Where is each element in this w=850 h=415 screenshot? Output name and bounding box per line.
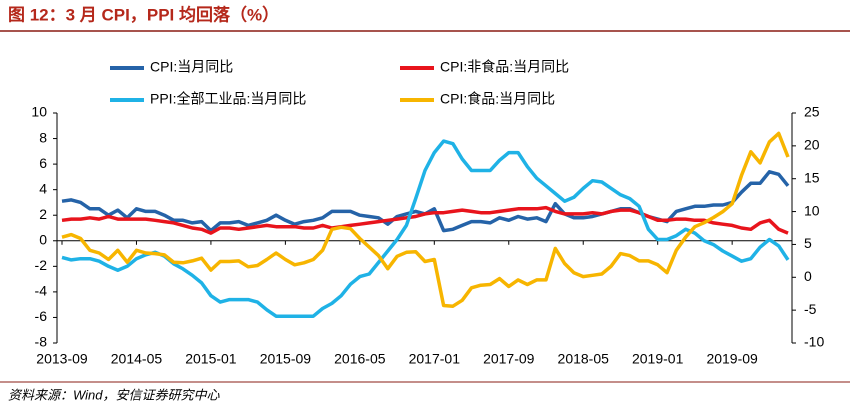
y2-tick-label: 15 bbox=[804, 169, 820, 185]
y2-tick-label: -10 bbox=[804, 334, 824, 350]
series-line bbox=[61, 139, 790, 318]
x-tick-label: 2014-05 bbox=[111, 351, 163, 367]
y-tick-label: 2 bbox=[39, 206, 47, 222]
x-tick-label: 2016-05 bbox=[334, 351, 386, 367]
legend-label: PPI:全部工业品:当月同比 bbox=[150, 91, 306, 107]
y-tick-label: 4 bbox=[39, 180, 47, 196]
y-tick-label: -4 bbox=[35, 283, 48, 299]
x-tick-label: 2015-09 bbox=[260, 351, 312, 367]
chart-title: 图 12：3 月 CPI，PPI 均回落（%） bbox=[8, 4, 279, 24]
y2-tick-label: 25 bbox=[804, 104, 820, 120]
y2-tick-label: -5 bbox=[804, 301, 817, 317]
legend-label: CPI:食品:当月同比 bbox=[440, 91, 555, 107]
y-tick-label: -8 bbox=[35, 334, 48, 350]
y2-tick-label: 5 bbox=[804, 235, 812, 251]
y-tick-label: -2 bbox=[35, 257, 48, 273]
x-tick-label: 2019-01 bbox=[632, 351, 684, 367]
series-line bbox=[61, 205, 789, 235]
y-tick-label: 10 bbox=[31, 104, 47, 120]
y2-tick-label: 0 bbox=[804, 268, 812, 284]
x-tick-label: 2013-09 bbox=[36, 351, 88, 367]
y2-tick-label: 20 bbox=[804, 137, 820, 153]
x-tick-label: 2015-01 bbox=[185, 351, 237, 367]
y-tick-label: -6 bbox=[35, 308, 48, 324]
y-tick-label: 0 bbox=[39, 231, 47, 247]
y2-tick-label: 10 bbox=[804, 202, 820, 218]
y-tick-label: 8 bbox=[39, 129, 47, 145]
x-tick-label: 2018-05 bbox=[558, 351, 610, 367]
source: 资料来源：Wind，安信证券研究中心 bbox=[8, 387, 221, 402]
legend-label: CPI:非食品:当月同比 bbox=[440, 59, 569, 75]
legend-label: CPI:当月同比 bbox=[150, 59, 233, 75]
series-line bbox=[61, 131, 790, 308]
x-tick-label: 2019-09 bbox=[706, 351, 758, 367]
x-tick-label: 2017-09 bbox=[483, 351, 535, 367]
x-tick-label: 2017-01 bbox=[409, 351, 461, 367]
y-tick-label: 6 bbox=[39, 155, 47, 171]
